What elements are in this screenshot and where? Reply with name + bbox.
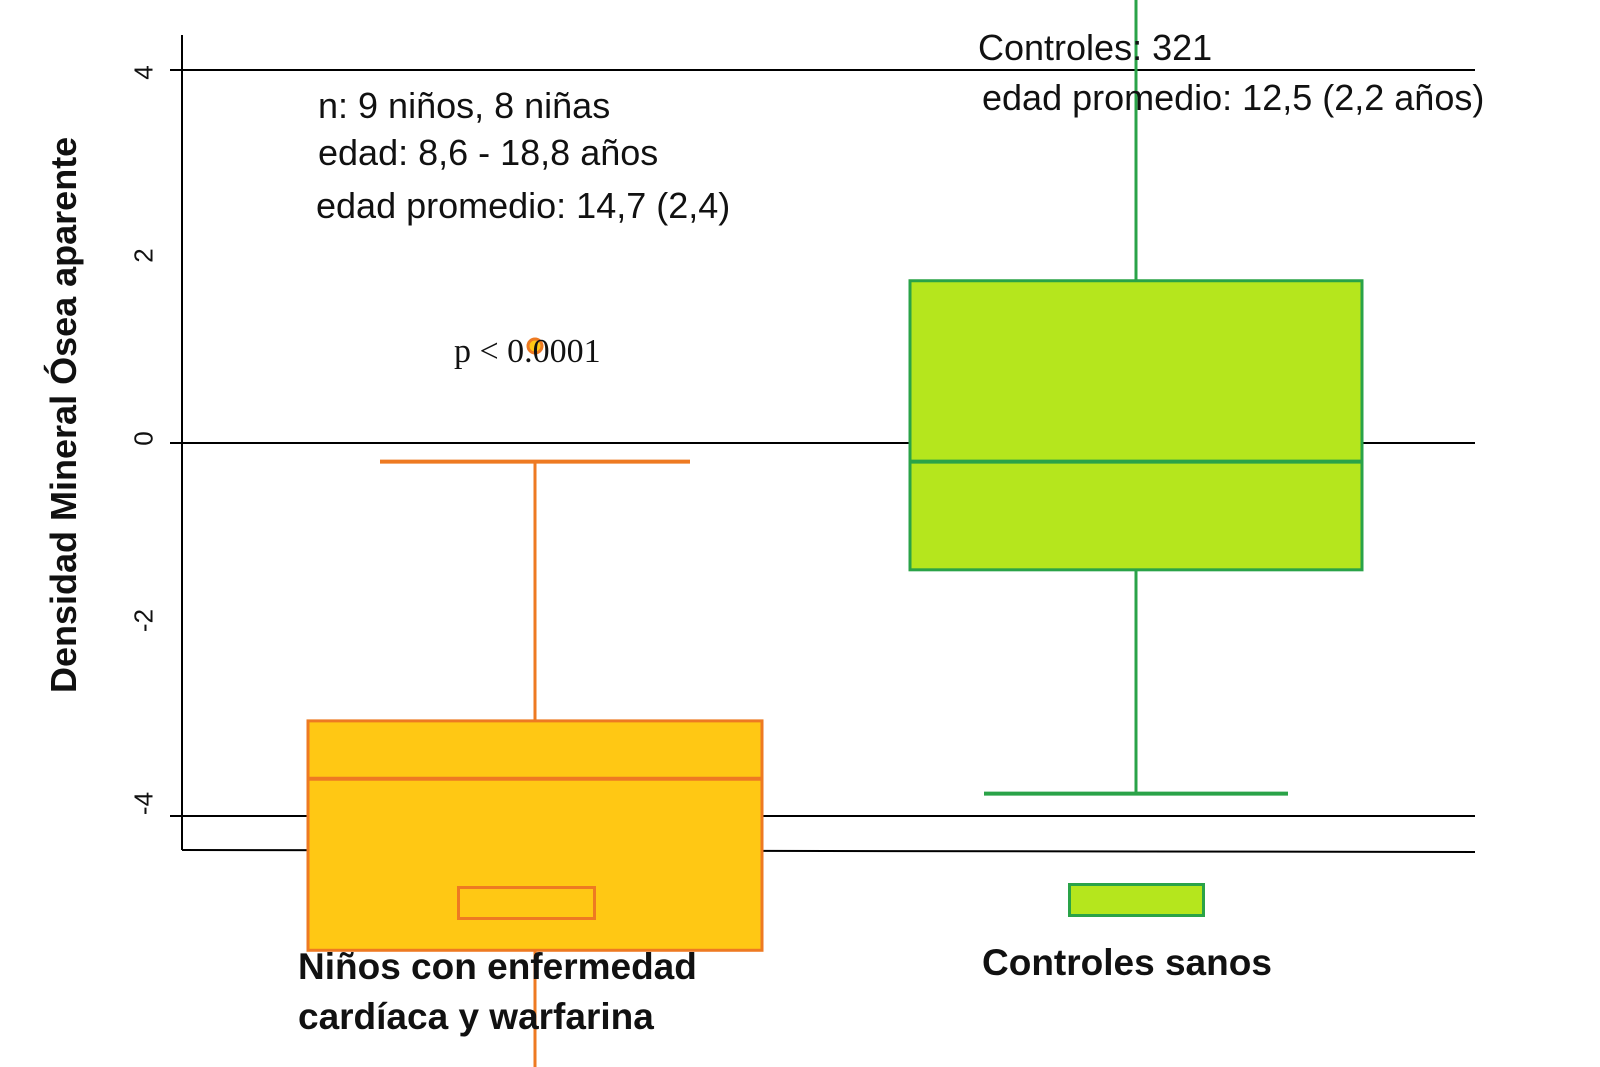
y-tick-label: 2: [128, 248, 159, 263]
y-tick-label: 0: [128, 431, 159, 446]
legend-swatch-group1: [457, 886, 596, 920]
y-tick-label: -4: [128, 791, 159, 816]
legend-label-group2: Controles sanos: [982, 942, 1272, 983]
group2-annotation-line: edad promedio: 12,5 (2,2 años): [982, 77, 1485, 118]
group1-annotation-line: edad promedio: 14,7 (2,4): [316, 185, 731, 226]
group1-annotation-line: edad: 8,6 - 18,8 años: [318, 132, 659, 173]
legend-swatch-group2: [1068, 883, 1205, 917]
y-tick-label: -2: [128, 608, 159, 633]
legend-label-group1: Niños con enfermedad cardíaca y warfarin…: [298, 946, 697, 1037]
group2-annotation-line: Controles: 321: [978, 27, 1213, 68]
group1-annotation-line: n: 9 niños, 8 niñas: [318, 85, 611, 126]
box-iqr: [908, 279, 1364, 572]
y-axis-label: Densidad Mineral Ósea aparente: [43, 136, 84, 693]
outlier-point: [526, 337, 544, 355]
y-tick-label: 4: [128, 65, 159, 80]
significance-label: p < 0.0001: [454, 333, 601, 370]
